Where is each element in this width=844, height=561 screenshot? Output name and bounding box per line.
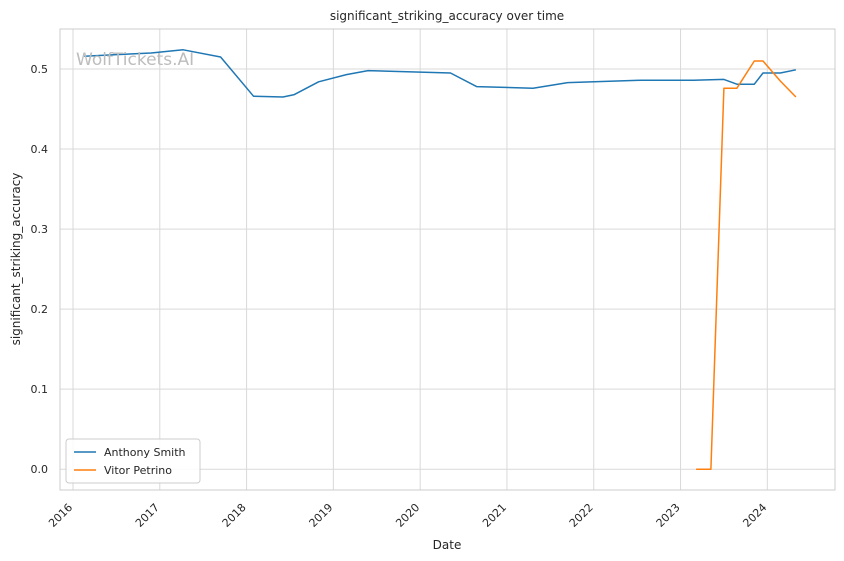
y-tick-label: 0.2 xyxy=(31,303,49,316)
x-tick-label: 2017 xyxy=(133,501,162,530)
legend-label: Anthony Smith xyxy=(104,446,186,459)
x-tick-label: 2016 xyxy=(46,501,75,530)
series-line-1 xyxy=(696,60,797,470)
legend-box xyxy=(65,438,201,484)
x-tick-label: 2019 xyxy=(307,501,336,530)
y-tick-label: 0.3 xyxy=(31,223,49,236)
x-tick-label: 2022 xyxy=(567,501,596,530)
x-tick-label: 2023 xyxy=(654,501,683,530)
y-tick-label: 0.1 xyxy=(31,383,49,396)
x-tick-label: 2024 xyxy=(740,501,769,530)
x-axis-label: Date xyxy=(433,538,462,552)
y-tick-label: 0.5 xyxy=(31,63,49,76)
y-tick-label: 0.4 xyxy=(31,143,49,156)
x-axis-ticks: 2016 2017 2018 2019 2020 2021 2022 2023 2024 xyxy=(46,501,769,530)
chart-title: significant_striking_accuracy over time xyxy=(330,9,564,23)
y-tick-label: 0.0 xyxy=(31,463,49,476)
watermark-text: WolfTickets.AI xyxy=(76,50,194,70)
plot-area: WolfTickets.AI xyxy=(59,28,836,491)
x-tick-label: 2021 xyxy=(480,501,509,530)
y-axis-label: significant_striking_accuracy xyxy=(9,173,23,346)
legend-label: Vitor Petrino xyxy=(104,464,172,477)
x-tick-label: 2020 xyxy=(393,501,422,530)
series-layer xyxy=(84,49,797,470)
y-axis-ticks: 0.0 0.1 0.2 0.3 0.4 0.5 xyxy=(31,63,49,476)
legend: Anthony Smith Vitor Petrino xyxy=(65,438,201,484)
x-tick-label: 2018 xyxy=(220,501,249,530)
series-line-0 xyxy=(84,49,797,98)
